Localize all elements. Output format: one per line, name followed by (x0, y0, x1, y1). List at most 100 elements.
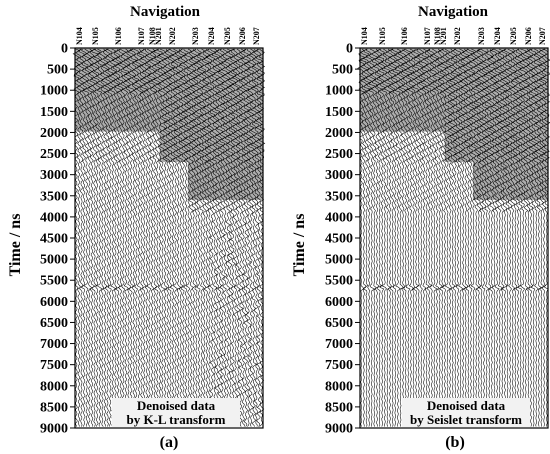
seismic-trace (172, 48, 180, 427)
seismic-trace (80, 48, 89, 427)
y-tick-label: 3000 (325, 168, 353, 183)
seismic-trace (200, 48, 209, 427)
panel-a-traces (72, 48, 266, 427)
seismic-trace (72, 48, 81, 427)
seismic-trace (224, 48, 232, 427)
seismic-trace (75, 48, 84, 427)
seismic-trace (236, 48, 245, 427)
seismic-trace (176, 48, 184, 427)
seismic-trace (524, 48, 532, 427)
y-tick-label: 9000 (325, 422, 353, 437)
y-tick-label: 1000 (40, 84, 68, 99)
trace-label: N202 (453, 27, 462, 45)
seismic-trace (495, 48, 503, 427)
y-tick-label: 5500 (40, 274, 68, 289)
trace-label: N203 (477, 27, 486, 45)
seismic-trace (480, 48, 488, 427)
panel-b-ylabel: Time / ns (291, 214, 308, 277)
seismic-trace (498, 48, 507, 427)
y-tick-label: 3500 (325, 189, 353, 204)
y-tick-label: 2000 (40, 126, 68, 141)
seismic-trace (99, 48, 107, 427)
panel-b-caption-box (402, 398, 530, 427)
seismic-trace (234, 48, 243, 427)
seismic-trace (368, 48, 376, 427)
panel-a-caption-line1: Denoised data (137, 398, 216, 413)
seismic-trace (151, 48, 159, 427)
seismic-trace (464, 48, 473, 427)
y-tick-label: 4500 (40, 232, 68, 247)
trace-label: N105 (91, 27, 100, 45)
seismic-trace (446, 48, 454, 427)
y-tick-label: 5000 (325, 253, 353, 268)
trace-label: N204 (493, 27, 502, 45)
seismic-trace (380, 48, 389, 427)
y-tick-label: 7500 (40, 358, 68, 373)
panel-b-caption-line1: Denoised data (427, 398, 506, 413)
seismic-trace (132, 48, 141, 427)
y-tick-label: 6000 (40, 295, 68, 310)
seismic-trace (213, 48, 221, 427)
seismic-trace (158, 48, 167, 427)
reflection-band (75, 93, 160, 132)
y-tick-label: 500 (332, 63, 353, 78)
seismic-trace (417, 48, 426, 427)
seismic-trace (532, 48, 541, 427)
seismic-trace (526, 48, 535, 427)
seismic-trace (540, 48, 548, 427)
y-tick-label: 2500 (325, 147, 353, 162)
y-tick-label: 4000 (40, 210, 68, 225)
trace-label: N206 (238, 27, 247, 45)
seismic-trace (477, 48, 486, 427)
reflection-band (444, 93, 548, 162)
seismic-trace (440, 48, 449, 427)
y-tick-label: 7500 (325, 358, 353, 373)
seismic-trace (485, 48, 494, 427)
y-tick-label: 5000 (40, 253, 68, 268)
seismic-trace (114, 48, 123, 427)
trace-label: N202 (168, 27, 177, 45)
y-tick-label: 6500 (325, 316, 353, 331)
reflection-band (159, 93, 263, 162)
panel-a-ylabel: Time / ns (7, 214, 24, 277)
trace-label: N201 (439, 27, 448, 45)
y-tick-label: 4500 (325, 232, 353, 247)
trace-label: N108 (148, 27, 157, 45)
seismic-trace (166, 48, 175, 427)
seismic-trace (250, 48, 258, 427)
seismic-trace (148, 48, 157, 427)
seismic-trace (433, 48, 441, 427)
seismic-trace (96, 48, 104, 427)
seismic-trace (490, 48, 499, 427)
seismic-trace (109, 48, 117, 427)
panel-a-label: (a) (160, 434, 179, 451)
trace-label: N206 (524, 27, 533, 45)
seismic-trace (458, 48, 468, 427)
seismic-trace (182, 48, 190, 427)
seismic-trace (482, 48, 491, 427)
trace-label: N106 (114, 27, 123, 45)
seismic-trace (106, 48, 115, 427)
y-tick-label: 8000 (40, 379, 68, 394)
seismic-trace (129, 48, 138, 427)
trace-label: N104 (75, 27, 84, 45)
seismic-trace (401, 48, 410, 427)
trace-label: N204 (207, 27, 216, 45)
seismic-trace (88, 48, 96, 427)
seismic-trace (475, 48, 483, 427)
panel-b-label: (b) (445, 434, 465, 451)
y-tick-label: 7000 (40, 337, 68, 352)
panel-a-y-ticks: 0 500 1000 1500 2000 2500 3000 3500 4000 4500 5000… (40, 42, 75, 437)
seismic-trace (168, 48, 177, 427)
seismic-trace (506, 48, 515, 427)
seismic-trace (258, 48, 266, 427)
seismic-trace (453, 48, 462, 427)
seismic-trace (86, 48, 94, 427)
panel-a-caption-box (112, 398, 240, 427)
seismic-trace (125, 48, 132, 427)
reflection-band (472, 162, 548, 200)
seismic-trace (127, 48, 135, 427)
